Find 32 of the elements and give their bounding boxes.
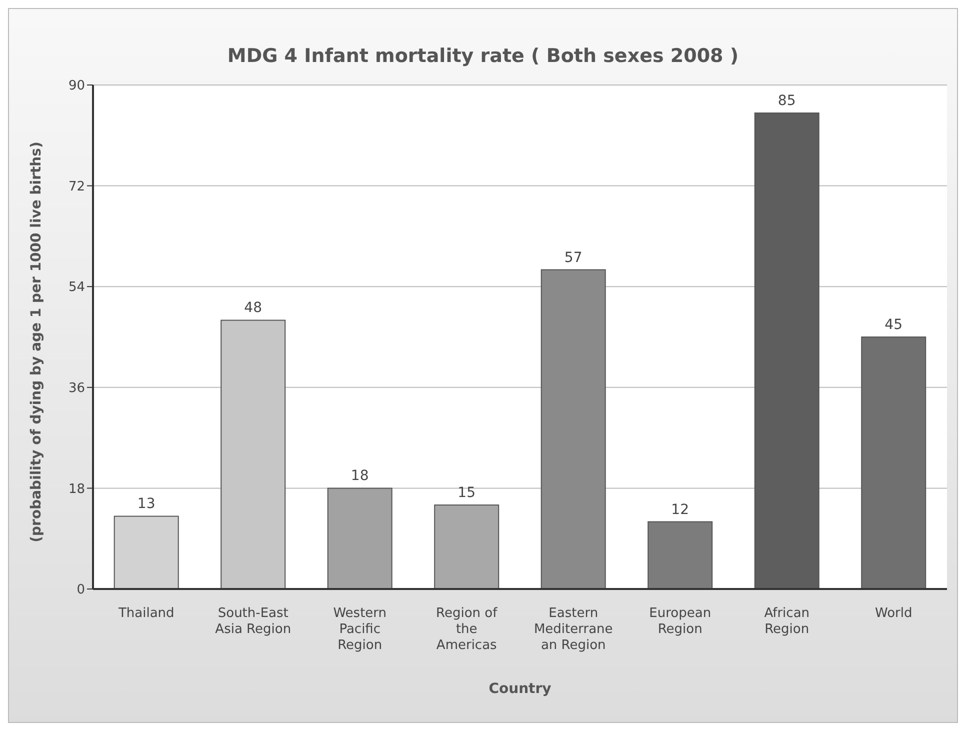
data-label: 48 bbox=[244, 300, 262, 316]
y-tick-label: 54 bbox=[68, 280, 85, 296]
x-tick-label: European Region bbox=[649, 606, 712, 637]
data-label: 57 bbox=[564, 250, 582, 266]
y-tick-label: 90 bbox=[68, 78, 85, 94]
y-axis-title: (probability of dying by age 1 per 1000 live births) bbox=[28, 142, 44, 542]
bar bbox=[114, 516, 179, 589]
y-tick-label: 72 bbox=[68, 179, 85, 194]
x-tick-label: World bbox=[874, 606, 912, 621]
y-tick-label: 18 bbox=[68, 482, 85, 497]
data-label: 85 bbox=[778, 93, 796, 109]
x-tick-label: Western Pacific Region bbox=[333, 606, 387, 653]
bar bbox=[754, 112, 820, 589]
data-label: 12 bbox=[671, 502, 690, 518]
x-tick-label: African Region bbox=[764, 606, 810, 637]
data-label: 13 bbox=[137, 496, 156, 512]
chart-title: MDG 4 Infant mortality rate ( Both sexes 2008 ) bbox=[226, 45, 740, 67]
y-tick-label: 0 bbox=[76, 582, 85, 598]
bar bbox=[327, 488, 392, 589]
y-tick-label: 36 bbox=[68, 381, 85, 396]
bar bbox=[540, 269, 606, 589]
x-tick-label: Region of the Americas bbox=[436, 606, 498, 653]
data-label: 15 bbox=[458, 485, 476, 501]
x-tick-label: Thailand bbox=[117, 606, 174, 621]
x-tick-label: South-East Asia Region bbox=[215, 606, 292, 637]
x-tick-label: Eastern Mediterranean Region bbox=[534, 606, 613, 653]
bar bbox=[434, 504, 500, 589]
data-label: 18 bbox=[350, 468, 369, 484]
x-axis-title: Country bbox=[488, 681, 552, 697]
data-label: 45 bbox=[884, 317, 903, 333]
bar bbox=[648, 521, 713, 589]
bar bbox=[861, 336, 926, 589]
